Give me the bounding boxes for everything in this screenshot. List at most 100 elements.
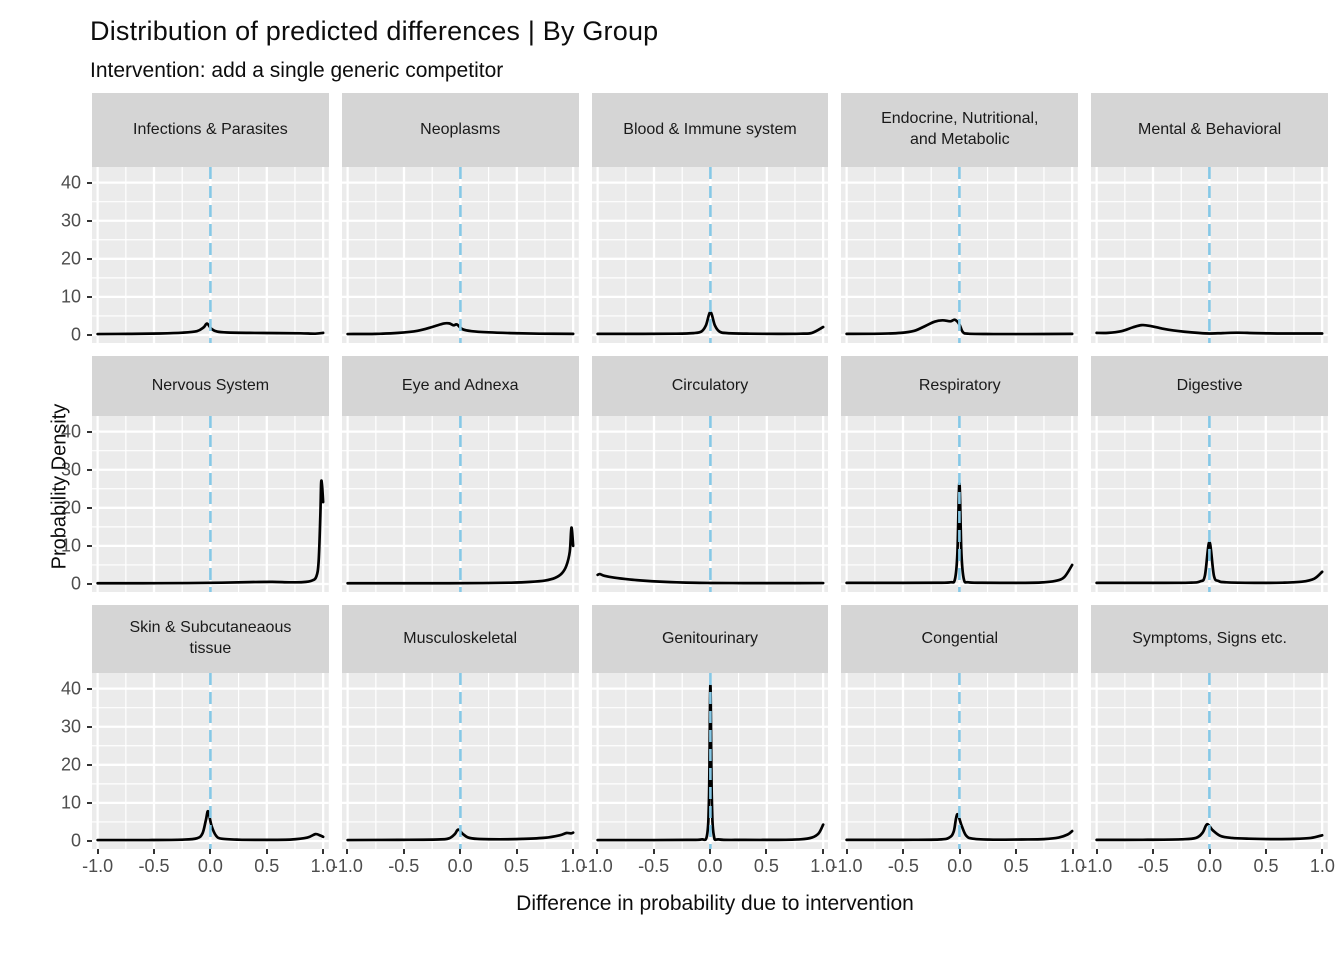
- x-axis-tick-label: -0.5: [887, 856, 919, 876]
- density-curve: [595, 310, 825, 336]
- y-axis-tick-label: 40: [60, 172, 81, 193]
- facet-digestive: Digestive: [1091, 356, 1328, 592]
- facet-circulatory: Circulatory: [591, 356, 829, 592]
- facet-panel: [92, 416, 329, 592]
- facet-panel: [341, 673, 579, 849]
- x-tick-mark: [153, 849, 156, 854]
- facet-strip-label: Digestive: [1176, 376, 1243, 394]
- density-curve: [845, 481, 1074, 585]
- density-curve: [845, 812, 1074, 842]
- x-tick-mark: [571, 849, 574, 854]
- x-tick-mark: [708, 849, 711, 854]
- density-panel-svg: [341, 167, 579, 343]
- density-panel-svg: [591, 673, 829, 849]
- facet-strip-label: Endocrine, Nutritional, and Metabolic: [881, 110, 1039, 148]
- density-panel-svg: [1091, 673, 1328, 849]
- x-axis-tick-label: 0.5: [753, 856, 779, 876]
- y-tick-mark: [87, 583, 92, 585]
- x-tick-mark: [1095, 849, 1098, 854]
- plot-area: 0 10 20 30 40 Infections & Parasites Neoplasms…: [6, 93, 1338, 879]
- facet-strip-label: Nervous System: [151, 376, 270, 394]
- facet-panel: [92, 673, 329, 849]
- facet-nervous-system: Nervous System: [92, 356, 329, 592]
- facet-strip-label: Symptoms, Signs etc.: [1132, 629, 1287, 647]
- density-panel-svg: [841, 167, 1079, 343]
- y-axis-tick-label: 40: [60, 421, 81, 442]
- x-axis-tick-label: -0.5: [1137, 856, 1169, 876]
- facet-strip-label: Respiratory: [918, 376, 1001, 394]
- facet-strip: Neoplasms: [341, 93, 579, 167]
- facet-strip-label: Mental & Behavioral: [1137, 120, 1282, 138]
- facet-strip: Respiratory: [841, 356, 1079, 416]
- facet-panel: [591, 416, 829, 592]
- facet-panel: [841, 167, 1079, 343]
- x-axis-tick-label: 1.0: [310, 856, 336, 876]
- density-panel-svg: [591, 416, 829, 592]
- x-tick-mark: [515, 849, 518, 854]
- facet-strip-label: Genitourinary: [661, 629, 759, 647]
- x-axis-tick-label: 0.5: [1253, 856, 1279, 876]
- chart-title: Distribution of predicted differences | …: [90, 16, 659, 46]
- x-tick-mark: [846, 849, 849, 854]
- facet-strip: Endocrine, Nutritional, and Metabolic: [841, 93, 1079, 167]
- y-axis-tick-label: 20: [60, 754, 81, 775]
- y-axis-gutter: 0 10 20 30 40: [6, 605, 92, 879]
- x-tick-mark: [1321, 849, 1324, 854]
- facet-panel: [591, 673, 829, 849]
- y-axis-tick-label: 10: [60, 792, 81, 813]
- facet-strip-label: Eye and Adnexa: [401, 376, 519, 394]
- y-axis-tick-label: 20: [60, 248, 81, 269]
- density-panel-svg: [341, 673, 579, 849]
- facet-strip: Symptoms, Signs etc.: [1091, 605, 1328, 673]
- facet-strip-label: Blood & Immune system: [623, 120, 797, 138]
- facet-infections-parasites: Infections & Parasites: [92, 93, 329, 343]
- y-tick-mark: [87, 295, 92, 298]
- y-tick-mark: [87, 544, 92, 547]
- x-axis-tick-label: -0.5: [638, 856, 670, 876]
- facet-panel: [1091, 673, 1328, 849]
- x-axis-tick-label: 1.0: [560, 856, 586, 876]
- facet-strip: Musculoskeletal: [341, 605, 579, 673]
- x-tick-mark: [1264, 849, 1267, 854]
- density-panel-svg: [841, 416, 1079, 592]
- density-curve: [595, 572, 825, 585]
- x-tick-mark: [322, 849, 325, 854]
- y-tick-mark: [87, 506, 92, 509]
- x-axis-ticks: -1.0 -0.5 0.0 0.5 1.0: [1081, 849, 1335, 879]
- y-axis-tick-label: 30: [60, 459, 81, 480]
- density-panel-svg: [591, 167, 829, 343]
- x-tick-mark: [902, 849, 905, 854]
- x-axis-tick-label: 0.5: [1003, 856, 1029, 876]
- x-tick-mark: [1208, 849, 1211, 854]
- facet-strip: Mental & Behavioral: [1091, 93, 1328, 167]
- density-curve: [1095, 323, 1324, 335]
- x-tick-mark: [765, 849, 768, 854]
- density-panel-svg: [92, 167, 329, 343]
- y-tick-mark: [87, 181, 92, 184]
- facet-strip-label: Infections & Parasites: [133, 120, 288, 138]
- x-axis-tick-label: -0.5: [138, 856, 170, 876]
- density-panel-svg: [92, 673, 329, 849]
- y-axis-tick-label: 30: [60, 210, 81, 231]
- facet-strip: Skin & Subcutaneaous tissue: [92, 605, 329, 673]
- x-tick-mark: [652, 849, 655, 854]
- density-panel-svg: [841, 673, 1079, 849]
- facet-strip: Eye and Adnexa: [341, 356, 579, 416]
- strip-spacer: [6, 605, 92, 673]
- facet-blood-immune-system: Blood & Immune system: [591, 93, 829, 343]
- facet-strip: Nervous System: [92, 356, 329, 416]
- facet-strip: Circulatory: [591, 356, 829, 416]
- facet-grid: 0 10 20 30 40 Infections & Parasites Neoplasms…: [61, 93, 1335, 879]
- facet-strip: Congential: [841, 605, 1079, 673]
- y-axis-tick-label: 0: [70, 573, 81, 594]
- facet-panel: [591, 167, 829, 343]
- facet-panel: [341, 416, 579, 592]
- x-axis-tick-label: 1.0: [810, 856, 836, 876]
- y-axis-ticks: 0 10 20 30 40: [6, 673, 92, 851]
- x-axis-tick-label: 0.0: [197, 856, 223, 876]
- facet-eye-and-adnexa: Eye and Adnexa: [341, 356, 579, 592]
- density-panel-svg: [341, 416, 579, 592]
- density-panel-svg: [1091, 416, 1328, 592]
- x-axis-tick-label: 0.0: [697, 856, 723, 876]
